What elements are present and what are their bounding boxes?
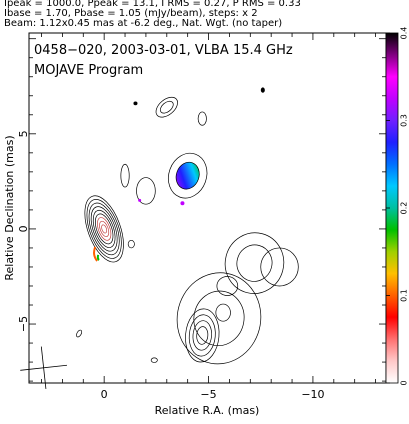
y-tick-label: 5 <box>17 130 30 137</box>
jet-contour <box>185 308 220 363</box>
jet-contour <box>192 320 212 351</box>
jet-contour <box>260 87 265 93</box>
core-contour <box>92 209 116 248</box>
jet-contour <box>150 357 158 363</box>
header-line-base: Ibase = 1.70, Pbase = 1.05 (mJy/beam), s… <box>4 8 258 19</box>
core-contour <box>99 220 110 238</box>
core-contour <box>84 195 124 263</box>
beam-minor-axis <box>20 364 68 371</box>
jet-contour <box>260 247 299 287</box>
core-contour <box>86 199 122 259</box>
y-axis-label: Relative Declination (mas) <box>3 135 16 280</box>
header-line-beam: Beam: 1.12x0.45 mas at -6.2 deg., Nat. W… <box>4 18 283 29</box>
jet-contour <box>197 111 207 126</box>
jet-contour <box>193 290 245 346</box>
core-contour <box>101 224 108 234</box>
core-polarized-edge <box>96 254 100 261</box>
jet-contour <box>168 152 208 199</box>
jet-contour <box>236 244 273 282</box>
contour-layer <box>76 87 299 365</box>
core-contour <box>94 213 114 245</box>
x-tick-label: 0 <box>101 388 108 401</box>
colorbar-tick-label: 0.4 <box>400 27 409 40</box>
colorbar-tick-label: 0.3 <box>400 114 409 127</box>
jet-contour <box>176 272 262 365</box>
jet-contour <box>76 329 83 338</box>
x-axis-label: Relative R.A. (mas) <box>155 404 260 417</box>
x-tick-label: −10 <box>301 388 324 401</box>
plot-title: 0458−020, 2003-03-01, VLBA 15.4 GHz <box>34 43 293 58</box>
polarization-layer <box>138 198 185 206</box>
header-line-peak: Ipeak = 1000.0, Ppeak = 13.1, I RMS = 0.… <box>4 0 301 9</box>
plot-subtitle: MOJAVE Program <box>34 63 143 78</box>
jet-contour <box>120 163 130 188</box>
core-contour <box>90 206 118 252</box>
jet-contour <box>136 177 156 205</box>
colorbar-tick-label: 0.1 <box>400 289 409 302</box>
polarization-spot <box>138 198 142 202</box>
colorbar-tick-label: 0.2 <box>400 202 409 215</box>
jet-contour <box>215 303 231 322</box>
core-contour <box>97 217 112 241</box>
polarization-spot <box>180 201 185 206</box>
jet-contour <box>155 96 178 118</box>
jet-contour <box>196 326 209 345</box>
y-tick-label: 0 <box>17 225 30 232</box>
x-tick-label: −5 <box>200 388 216 401</box>
jet-contour <box>175 161 200 190</box>
jet-contour <box>159 100 174 114</box>
beam-marker <box>20 346 68 390</box>
axis-ticks: 0 0.1 0.2 0.3 0.4 0 −5 −10 5 0 −5 <box>17 27 409 401</box>
jet-contour <box>188 314 216 357</box>
jet-contour <box>133 101 138 106</box>
jet-contour <box>224 232 285 294</box>
jet-contour <box>127 239 135 249</box>
y-tick-label: −5 <box>17 316 30 332</box>
core-polarized-edge <box>93 246 98 262</box>
jet-contour <box>216 276 239 296</box>
colorbar-tick-label: 0 <box>400 380 409 385</box>
core-contour <box>88 202 120 256</box>
